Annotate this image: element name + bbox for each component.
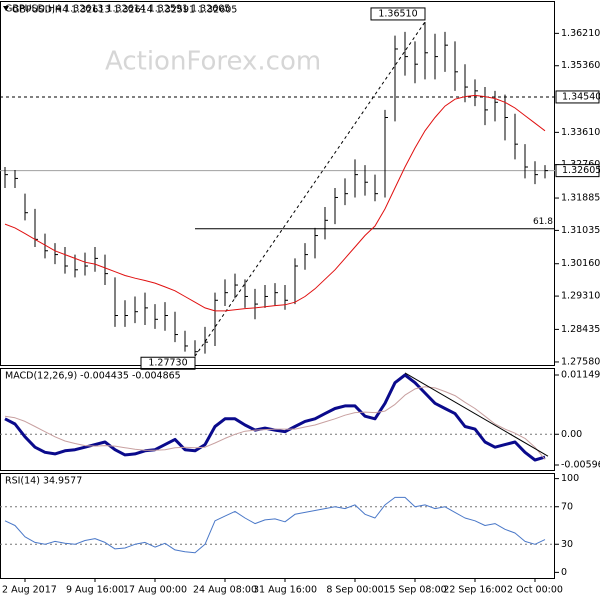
extreme-box <box>370 7 426 21</box>
y-tick-label: 0.00 <box>561 429 582 440</box>
y-tick-label: 1.33610 <box>561 127 600 138</box>
y-tick-label: 1.31035 <box>561 225 600 236</box>
y-tick-label: 0 <box>561 567 567 578</box>
level-label: 1.32605 <box>562 165 600 176</box>
x-tick-label: 8 Sep 00:00 <box>326 585 383 596</box>
x-tick-label: 15 Sep 08:00 <box>383 585 446 596</box>
moving-average <box>4 94 546 312</box>
trend-line <box>194 21 426 357</box>
x-tick-label: 17 Aug 00:00 <box>123 585 187 596</box>
extreme-box <box>140 356 196 370</box>
panel-title: MACD(12,26,9) -0.004435 -0.004865 <box>5 371 181 382</box>
level-label-box <box>555 164 600 178</box>
y-tick-label: 1.36210 <box>561 28 600 39</box>
panel-title: RSI(14) 34.9577 <box>5 476 82 487</box>
y-tick-label: 70 <box>561 501 573 512</box>
y-tick-label: 1.31885 <box>561 193 600 204</box>
y-tick-label: 1.28435 <box>561 324 600 335</box>
x-tick-label: 24 Aug 08:00 <box>193 585 257 596</box>
panel-frame <box>0 1 555 366</box>
y-tick-label: 30 <box>561 539 573 550</box>
chart-title: GBPUSD,H4 1.32613 1.32614 1.32591 1.3260… <box>12 5 237 16</box>
y-tick-label: 0.011493 <box>561 369 600 380</box>
series-line <box>4 373 546 462</box>
panel-frame <box>0 368 555 471</box>
watermark: ActionForex.com <box>105 47 321 77</box>
extreme-label: 1.27730 <box>148 358 187 369</box>
x-tick-label: 2 Aug 2017 <box>2 585 57 596</box>
x-tick-label: 9 Aug 16:00 <box>66 585 124 596</box>
level-label-box <box>555 90 600 104</box>
panel-title: GBPUSD,H4 1.32613 1.32614 1.32591 1.3260… <box>5 4 230 15</box>
x-tick-label: 31 Aug 16:00 <box>253 585 317 596</box>
level-label: 1.34540 <box>562 91 600 102</box>
y-tick-label: 1.30160 <box>561 258 600 269</box>
y-tick-label: 1.35360 <box>561 60 600 71</box>
extreme-label: 1.36510 <box>378 8 417 19</box>
trend-line <box>404 372 549 457</box>
panel-frame <box>0 473 555 579</box>
y-tick-label: -0.00596 <box>561 459 600 470</box>
y-tick-label: 1.29310 <box>561 291 600 302</box>
series-line <box>4 496 546 554</box>
level-label: 61.8 <box>533 217 553 227</box>
y-tick-label: 100 <box>561 473 579 484</box>
y-tick-label: 1.27580 <box>561 356 600 367</box>
series-line <box>4 386 546 460</box>
x-tick-label: 22 Sep 16:00 <box>443 585 506 596</box>
symbol-marker <box>3 6 9 11</box>
x-tick-label: 2 Oct 00:00 <box>507 585 563 596</box>
